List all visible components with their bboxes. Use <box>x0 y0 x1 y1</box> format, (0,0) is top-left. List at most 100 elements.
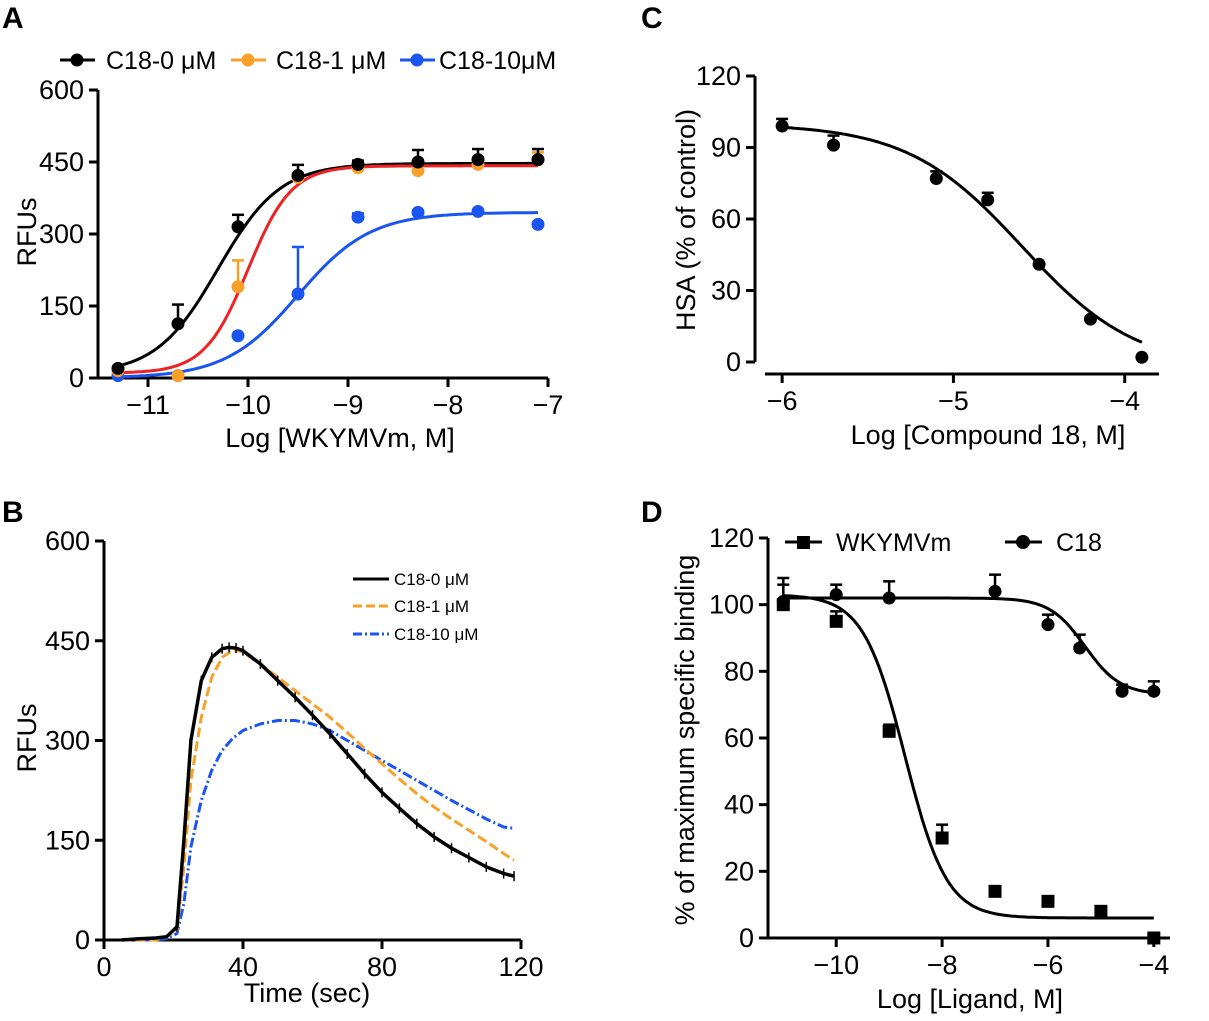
panel-c-x-tick-label: −4 <box>1109 386 1140 416</box>
series-c18-0-point <box>171 317 185 331</box>
panel-d-x-tick-label: −10 <box>813 950 859 980</box>
legend-marker-c18-10 <box>410 53 424 67</box>
legend-marker-c18-0 <box>70 53 84 67</box>
series-c18-10-point <box>231 329 245 343</box>
panel-b-legend: C18-0 μM C18-1 μM C18-10 μM <box>353 570 478 644</box>
panel-b-x-tick-label: 40 <box>228 952 258 982</box>
series-wkymvm-point <box>935 831 949 845</box>
panel-c-plot <box>775 117 1149 364</box>
panel-c-y-tick-label: 90 <box>711 133 741 163</box>
panel-a-xlabel: Log [WKYMVm, M] <box>225 423 455 453</box>
series-c18-1-point <box>171 369 185 383</box>
panel-b-x-tick-label: 0 <box>96 952 111 982</box>
series-wkymvm-point <box>988 884 1002 898</box>
panel-b-y-tick-label: 300 <box>45 726 90 756</box>
series-c18-fit <box>783 596 1154 695</box>
panel-b-y-tick-label: 600 <box>45 526 90 556</box>
panel-a-y-tick-label: 0 <box>69 363 84 393</box>
panel-b-x-tick-label: 80 <box>367 952 397 982</box>
panel-a-x-tick-label: −10 <box>225 390 271 420</box>
legend-marker-c18-1 <box>241 53 255 67</box>
series-c18-10-point <box>471 204 485 218</box>
series-c18-10-point <box>351 210 365 224</box>
panel-b-y-tick-label: 0 <box>75 925 90 955</box>
panel-b-y-tick-label: 450 <box>45 626 90 656</box>
series-c18-point <box>1073 641 1087 655</box>
panel-a-x-tick-label: −9 <box>333 390 364 420</box>
hsa-point <box>1032 257 1046 271</box>
panel-d-letter: D <box>641 496 663 529</box>
panel-a: A 0 150 300 450 600 −11 −10 −9 −8 −7 C18-0 μM C18… <box>2 2 563 453</box>
panel-a-y-tick-label: 150 <box>39 291 84 321</box>
hsa-point <box>981 193 995 207</box>
panel-c-y-tick-label: 30 <box>711 276 741 306</box>
series-wkymvm-point <box>1094 904 1108 918</box>
legend-marker-c18 <box>1016 535 1030 549</box>
panel-a-ylabel: RFUs <box>12 198 42 267</box>
panel-a-axes: 0 150 300 450 600 −11 −10 −9 −8 −7 <box>39 75 563 420</box>
legend-label-b-c18-1: C18-1 μM <box>394 597 469 616</box>
series-wkymvm-point <box>1147 931 1161 945</box>
panel-a-x-tick-label: −8 <box>433 390 464 420</box>
panel-b-plot <box>121 642 515 942</box>
series-c18-0-fit <box>117 161 538 368</box>
trace-c18-0-line <box>121 645 515 942</box>
series-wkymvm-fit <box>783 594 1154 920</box>
panel-d-axes: 0 20 40 60 80 100 120 −10 −8 −6 −4 <box>709 523 1170 980</box>
series-wkymvm-point <box>882 724 896 738</box>
panel-a-x-tick-label: −11 <box>126 390 170 420</box>
panel-d-ylabel: % of maximum specific binding <box>670 555 700 926</box>
panel-d-x-tick-label: −4 <box>1138 950 1169 980</box>
panel-d-y-tick-label: 60 <box>724 723 754 753</box>
legend-label-c18-10: C18-10μM <box>439 47 556 75</box>
hsa-point <box>1083 312 1097 326</box>
panel-a-letter: A <box>2 2 24 35</box>
panel-a-legend: C18-0 μM C18-1 μM C18-10μM <box>60 47 556 75</box>
series-c18-0-point <box>411 155 425 169</box>
series-c18-point <box>1041 618 1055 632</box>
panel-a-y-tick-label: 600 <box>39 75 84 105</box>
series-c18-1-point <box>231 280 245 294</box>
panel-d-y-tick-label: 100 <box>709 590 754 620</box>
panel-c-xlabel: Log [Compound 18, M] <box>851 420 1126 450</box>
panel-b-ylabel: RFUs <box>12 704 42 773</box>
hsa-point <box>929 171 943 185</box>
panel-d-plot <box>776 573 1161 945</box>
hsa-point <box>775 119 789 133</box>
panel-b-x-tick-label: 120 <box>498 952 543 982</box>
panel-d-y-tick-label: 80 <box>724 656 754 686</box>
series-c18-point <box>829 588 843 602</box>
panel-d-x-tick-label: −8 <box>927 950 958 980</box>
series-c18-10-point <box>531 217 545 231</box>
panel-b-letter: B <box>2 496 24 529</box>
series-c18-1-fit <box>117 164 538 375</box>
panel-a-plot <box>111 147 545 383</box>
panel-a-x-tick-label: −7 <box>533 390 564 420</box>
series-c18-10-point <box>291 287 305 301</box>
panel-c-y-tick-label: 0 <box>726 347 741 377</box>
legend-label-c18: C18 <box>1056 529 1102 557</box>
panel-b-axes: 0 150 300 450 600 0 40 80 120 <box>45 526 544 982</box>
panel-b-y-tick-label: 150 <box>45 825 90 855</box>
legend-label-b-c18-0: C18-0 μM <box>394 570 469 589</box>
series-c18-10-point <box>411 205 425 219</box>
series-wkymvm-point <box>1041 894 1055 908</box>
series-c18-0-point <box>531 153 545 167</box>
panel-c-y-tick-label: 120 <box>696 61 741 91</box>
panel-d-y-tick-label: 40 <box>724 790 754 820</box>
panel-c-ylabel: HSA (% of control) <box>671 109 701 331</box>
legend-marker-wkymvm <box>797 536 810 549</box>
panel-d-x-tick-label: −6 <box>1033 950 1064 980</box>
panel-c-letter: C <box>641 2 663 35</box>
panel-a-y-tick-label: 300 <box>39 219 84 249</box>
panel-c-x-tick-label: −6 <box>767 386 798 416</box>
panel-b: B 0 150 300 450 600 0 40 80 120 C18-0 μM C18-1 μ… <box>2 496 544 1008</box>
panel-c-axes: 0 30 60 90 120 −6 −5 −4 <box>696 61 1159 416</box>
series-c18-point <box>776 594 790 608</box>
series-c18-point <box>988 584 1002 598</box>
series-c18-point <box>1115 684 1129 698</box>
series-c18-10-fit <box>117 211 538 379</box>
series-c18-0-point <box>231 220 245 234</box>
